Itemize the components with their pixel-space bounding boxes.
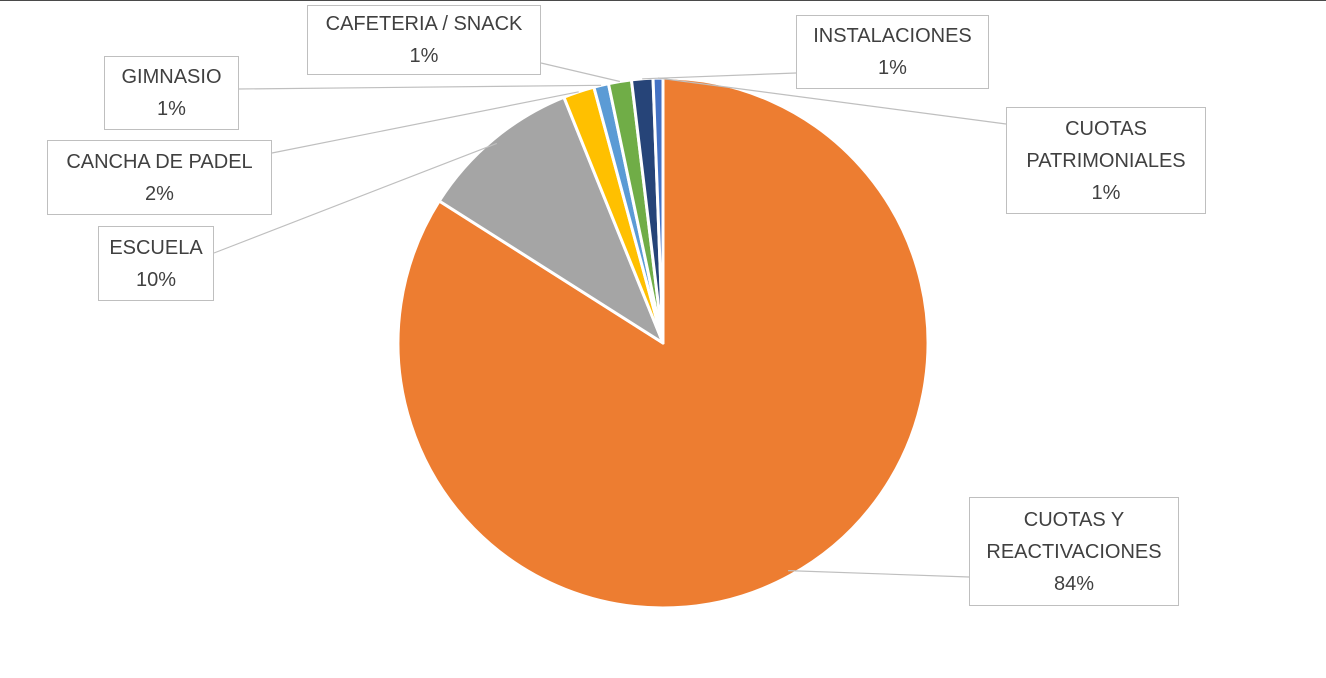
top-border-line — [0, 0, 1326, 1]
leader-line — [238, 84, 602, 90]
leader-line — [271, 91, 579, 154]
data-label-value: 1% — [157, 98, 186, 120]
data-label-category: CUOTAS Y — [1023, 508, 1125, 531]
leader-line — [657, 77, 1007, 125]
leader-line — [642, 72, 797, 80]
data-label-value: 10% — [135, 268, 177, 291]
data-label-category: CAFETERIA / SNACK — [325, 13, 523, 35]
data-label-category: PATRIMONIALES — [1026, 149, 1186, 172]
data-label-value: 84% — [1053, 572, 1095, 595]
leader-line — [540, 62, 621, 83]
data-label-box: ESCUELA 10% — [98, 226, 214, 301]
data-label-value: 1% — [1091, 181, 1121, 204]
data-label-box: GIMNASIO 1% — [104, 56, 239, 130]
data-label-box: CUOTAS Y REACTIVACIONES 84% — [969, 497, 1179, 606]
data-label-box: CANCHA DE PADEL 2% — [47, 140, 272, 215]
data-label-category: ESCUELA — [109, 236, 203, 259]
data-label-value: 1% — [878, 57, 907, 79]
pie-slice-escuela — [437, 95, 665, 345]
data-label-category: CUOTAS — [1065, 117, 1147, 140]
data-label-category: INSTALACIONES — [813, 25, 972, 47]
data-label-category: CANCHA DE PADEL — [66, 150, 253, 173]
data-label-box: CUOTAS PATRIMONIALES 1% — [1006, 107, 1206, 214]
data-label-box: INSTALACIONES 1% — [796, 15, 989, 89]
leader-line — [788, 570, 970, 578]
data-label-category: GIMNASIO — [121, 66, 222, 88]
data-label-box: CAFETERIA / SNACK 1% — [307, 5, 541, 75]
data-label-value: 1% — [409, 45, 439, 67]
data-label-category: REACTIVACIONES — [986, 540, 1162, 563]
data-label-value: 2% — [145, 182, 174, 205]
leader-line — [213, 142, 498, 254]
